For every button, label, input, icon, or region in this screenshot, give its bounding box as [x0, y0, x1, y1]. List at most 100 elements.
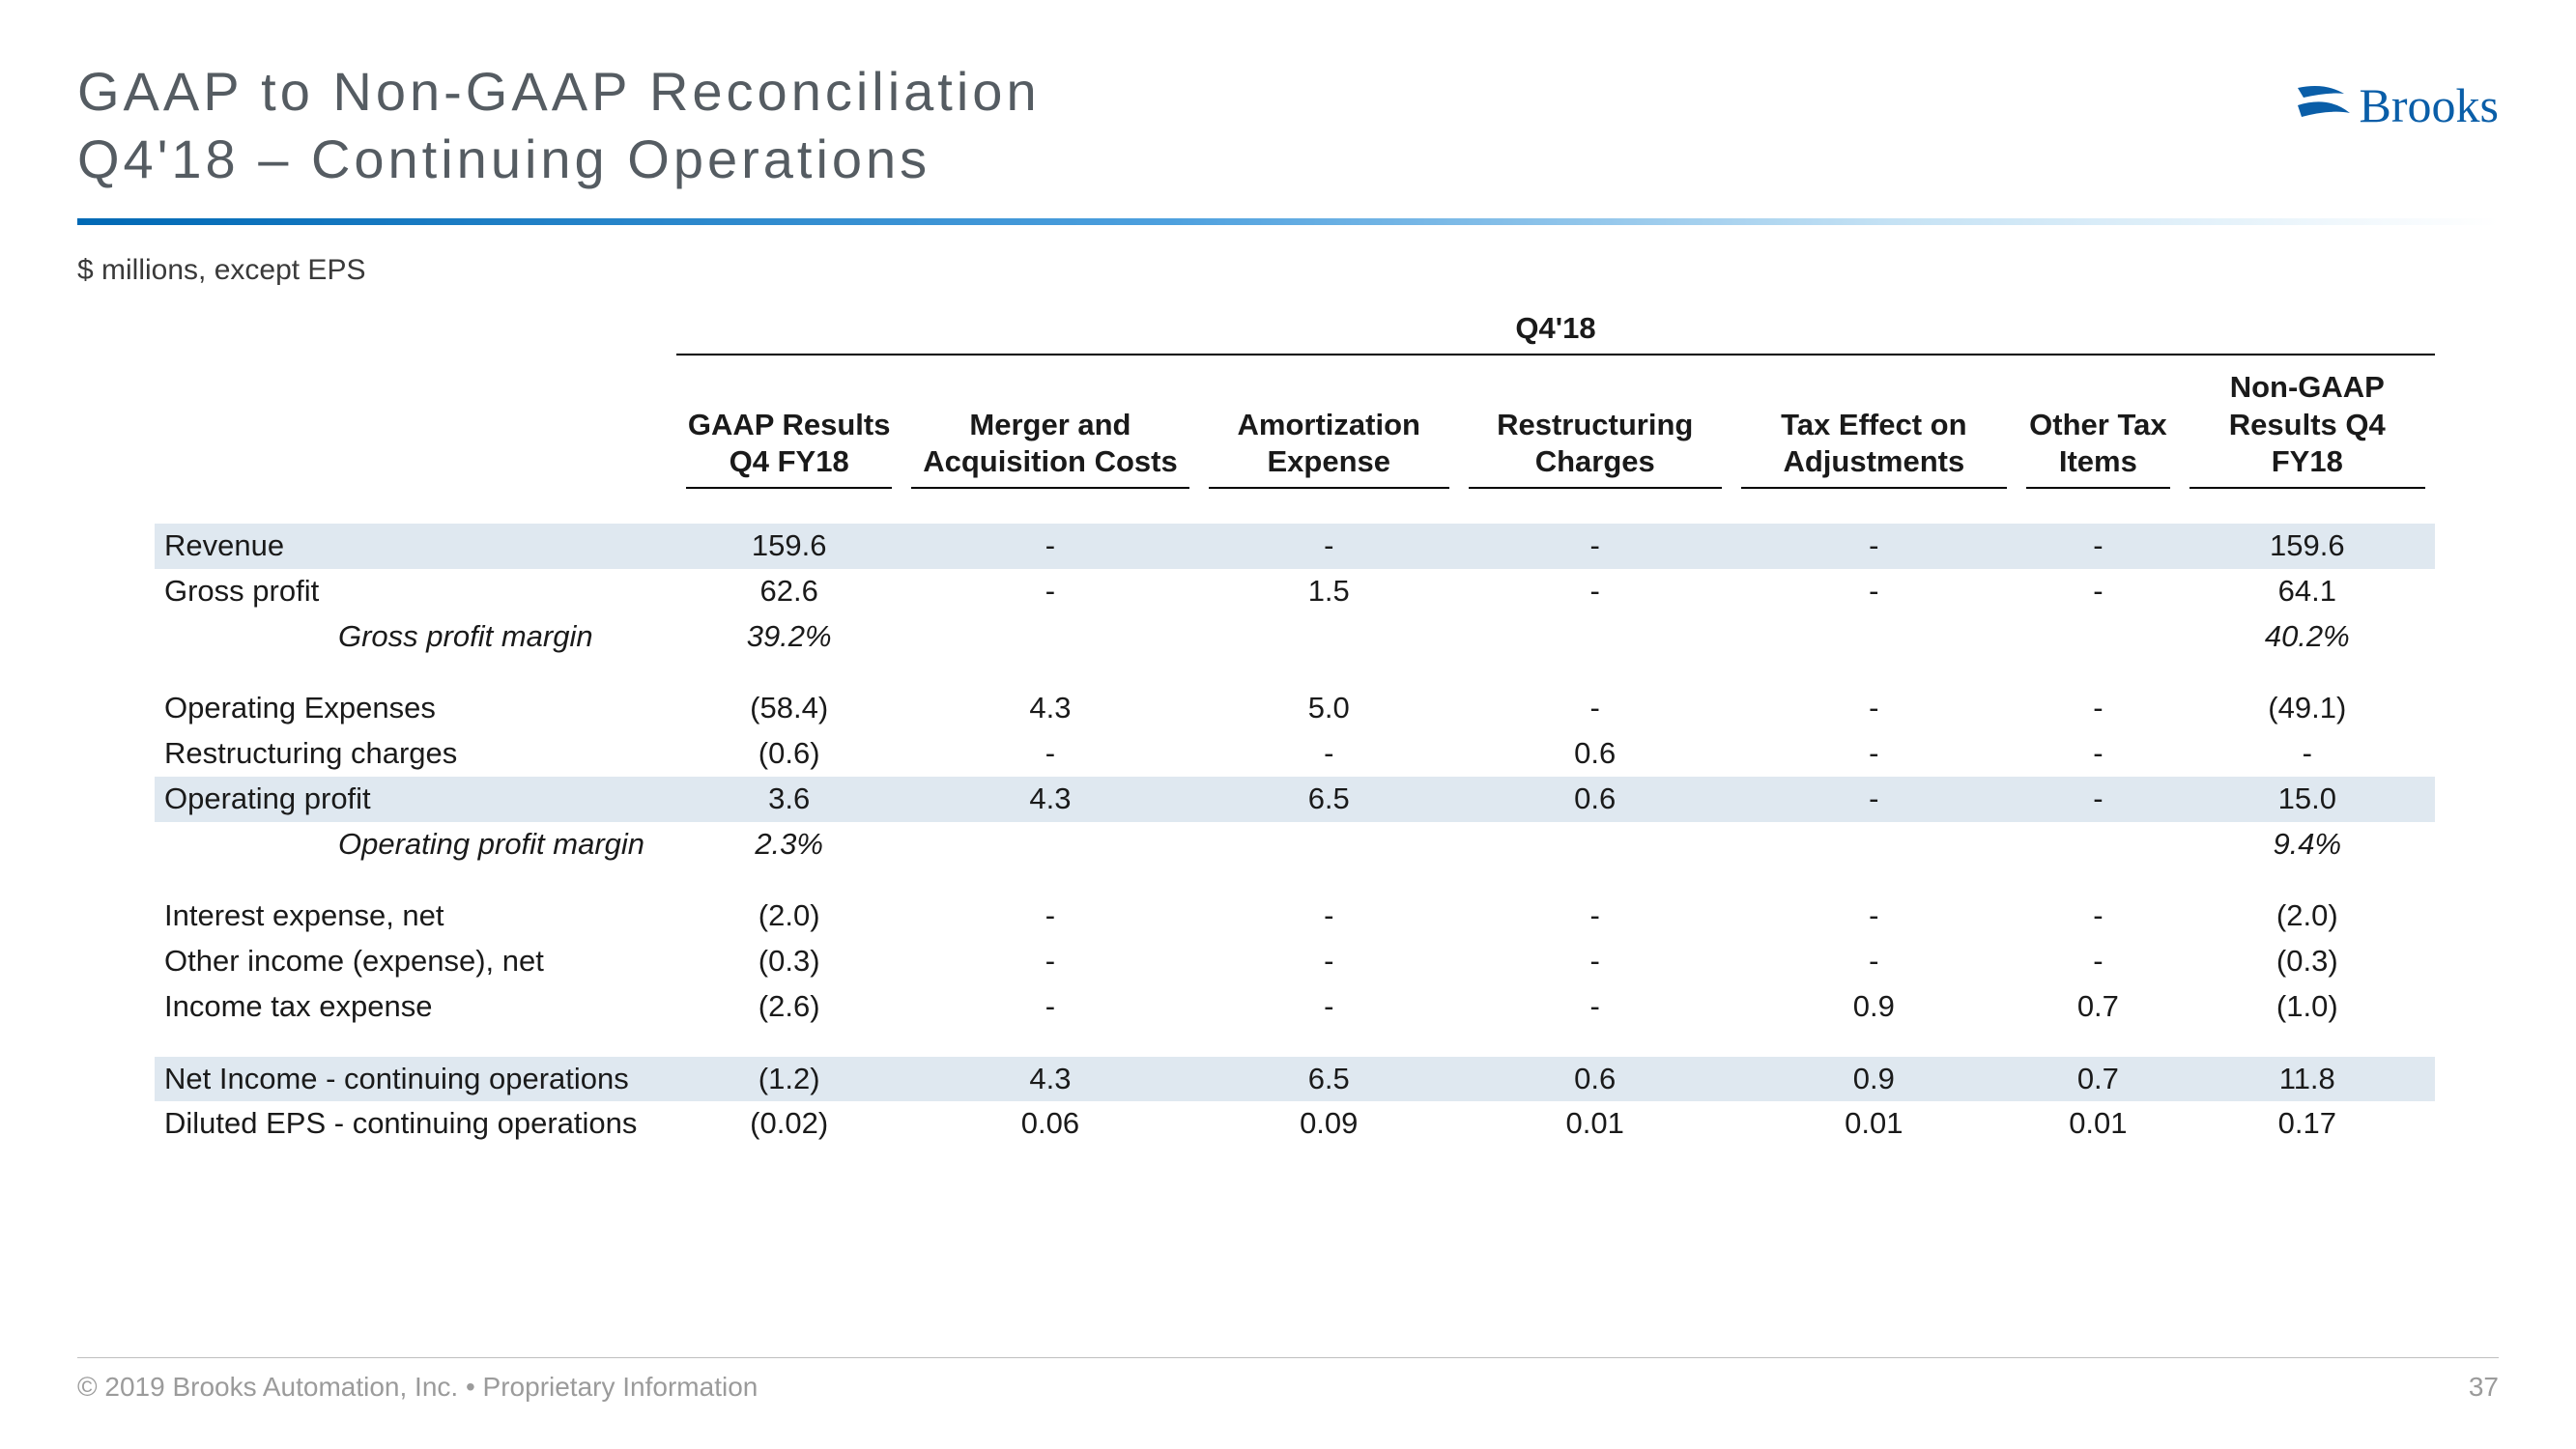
table-cell: (2.0) [676, 894, 902, 939]
table-cell: - [902, 731, 1198, 777]
column-header: Restructuring Charges [1459, 355, 1732, 497]
table-cell: 0.6 [1459, 777, 1732, 822]
table-row: Revenue159.6-----159.6 [155, 524, 2435, 569]
table-cell: 64.1 [2180, 569, 2435, 614]
table-cell: - [2180, 731, 2435, 777]
title-line-1: GAAP to Non-GAAP Reconciliation [77, 58, 2296, 126]
brooks-logo-text: Brooks [2360, 77, 2499, 133]
table-cell: (0.3) [2180, 939, 2435, 984]
table-cell: - [902, 984, 1198, 1030]
table-cell: - [1459, 984, 1732, 1030]
table-cell [902, 822, 1198, 867]
table-cell [1732, 614, 2018, 660]
table-cell: 0.6 [1459, 731, 1732, 777]
table-cell: - [1732, 731, 2018, 777]
table-cell: - [1199, 984, 1459, 1030]
table-row: Operating profit margin2.3%9.4% [155, 822, 2435, 867]
table-row: Restructuring charges(0.6)--0.6--- [155, 731, 2435, 777]
row-label: Gross profit margin [155, 614, 676, 660]
table-cell: - [902, 939, 1198, 984]
table-cell: 4.3 [902, 1057, 1198, 1102]
period-label: Q4'18 [676, 306, 2435, 355]
table-cell: 6.5 [1199, 777, 1459, 822]
table-cell: 0.06 [902, 1101, 1198, 1147]
table-cell: 4.3 [902, 686, 1198, 731]
footer: © 2019 Brooks Automation, Inc. • Proprie… [77, 1357, 2499, 1403]
table-cell: (0.3) [676, 939, 902, 984]
table-cell: - [1199, 939, 1459, 984]
table-cell: - [2017, 731, 2179, 777]
table-cell: 0.9 [1732, 984, 2018, 1030]
column-header: GAAP Results Q4 FY18 [676, 355, 902, 497]
table-row [155, 1030, 2435, 1057]
table-cell: 0.6 [1459, 1057, 1732, 1102]
row-label: Interest expense, net [155, 894, 676, 939]
table-cell: - [1732, 686, 2018, 731]
table-cell: 15.0 [2180, 777, 2435, 822]
table-row: Income tax expense(2.6)---0.90.7(1.0) [155, 984, 2435, 1030]
table-cell: 39.2% [676, 614, 902, 660]
table-cell: - [1732, 569, 2018, 614]
table-cell: (1.2) [676, 1057, 902, 1102]
row-label: Operating profit [155, 777, 676, 822]
table-cell: 2.3% [676, 822, 902, 867]
table-cell: 9.4% [2180, 822, 2435, 867]
table-cell: 4.3 [902, 777, 1198, 822]
table-cell: - [2017, 569, 2179, 614]
table-cell: (0.6) [676, 731, 902, 777]
table-cell: - [1199, 731, 1459, 777]
table-cell: - [2017, 894, 2179, 939]
column-header-row: GAAP Results Q4 FY18 Merger and Acquisit… [155, 355, 2435, 497]
row-label: Operating Expenses [155, 686, 676, 731]
table-cell: - [2017, 524, 2179, 569]
table-cell: (58.4) [676, 686, 902, 731]
table-cell: 11.8 [2180, 1057, 2435, 1102]
column-header: Amortization Expense [1199, 355, 1459, 497]
table-cell: - [1459, 569, 1732, 614]
table-cell: (1.0) [2180, 984, 2435, 1030]
table-cell [2017, 822, 2179, 867]
table-cell: (2.6) [676, 984, 902, 1030]
row-label: Gross profit [155, 569, 676, 614]
table-row: Operating Expenses(58.4)4.35.0---(49.1) [155, 686, 2435, 731]
table-cell: - [1732, 894, 2018, 939]
table-cell: 62.6 [676, 569, 902, 614]
table-cell: 3.6 [676, 777, 902, 822]
table-cell: 5.0 [1199, 686, 1459, 731]
row-label: Income tax expense [155, 984, 676, 1030]
table-cell [1732, 822, 2018, 867]
table-cell: 0.17 [2180, 1101, 2435, 1147]
table-row: Other income (expense), net(0.3)-----(0.… [155, 939, 2435, 984]
row-label: Diluted EPS - continuing operations [155, 1101, 676, 1147]
table-row: Gross profit62.6-1.5---64.1 [155, 569, 2435, 614]
row-label: Revenue [155, 524, 676, 569]
title-rule [77, 218, 2499, 225]
table-cell: 159.6 [2180, 524, 2435, 569]
table-cell: - [1199, 894, 1459, 939]
column-header: Merger and Acquisition Costs [902, 355, 1198, 497]
table-cell: 1.5 [1199, 569, 1459, 614]
table-cell: 40.2% [2180, 614, 2435, 660]
table-row [155, 659, 2435, 686]
table-cell: 0.09 [1199, 1101, 1459, 1147]
table-cell: - [1459, 686, 1732, 731]
header: GAAP to Non-GAAP Reconciliation Q4'18 – … [77, 58, 2499, 193]
table-cell [1199, 614, 1459, 660]
table-cell: (0.02) [676, 1101, 902, 1147]
title-block: GAAP to Non-GAAP Reconciliation Q4'18 – … [77, 58, 2296, 193]
table-cell: - [1732, 939, 2018, 984]
subtitle: $ millions, except EPS [77, 254, 2499, 287]
table-cell: 6.5 [1199, 1057, 1459, 1102]
column-header: Other Tax Items [2017, 355, 2179, 497]
table-cell: - [902, 569, 1198, 614]
table-cell: - [1732, 777, 2018, 822]
slide: GAAP to Non-GAAP Reconciliation Q4'18 – … [0, 0, 2576, 1449]
table-cell: 0.7 [2017, 1057, 2179, 1102]
table-cell: 0.9 [1732, 1057, 2018, 1102]
title-line-2: Q4'18 – Continuing Operations [77, 126, 2296, 193]
column-header: Non-GAAP Results Q4 FY18 [2180, 355, 2435, 497]
table-cell: - [2017, 686, 2179, 731]
table-row: Gross profit margin39.2% 40.2% [155, 614, 2435, 660]
table-cell: - [1199, 524, 1459, 569]
table-cell: 0.01 [1732, 1101, 2018, 1147]
